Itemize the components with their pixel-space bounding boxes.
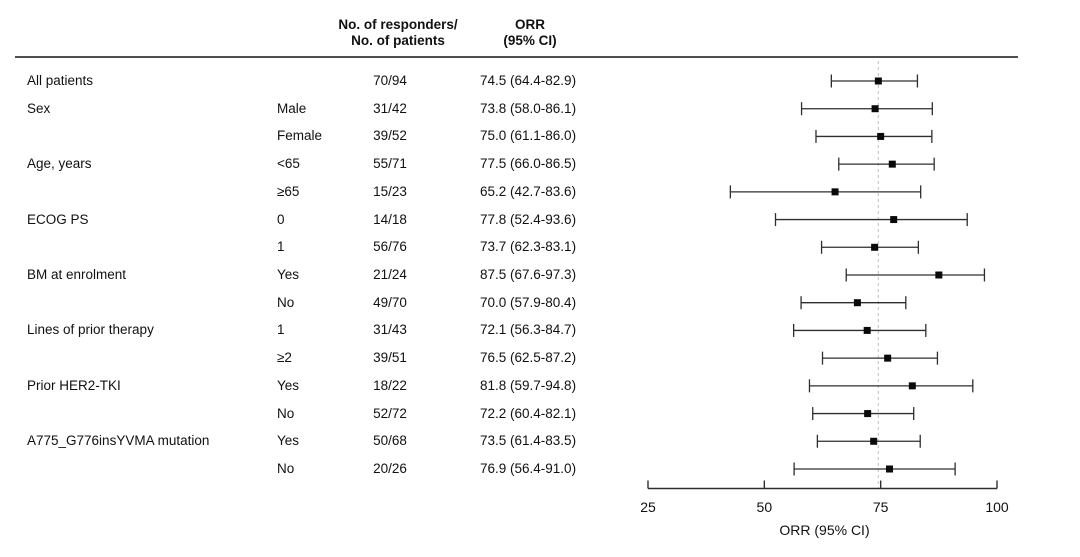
point-marker (853, 299, 861, 307)
point-marker (935, 271, 943, 279)
subgroup-label: Yes (277, 377, 300, 393)
orr-ci-value: 76.9 (56.4-91.0) (480, 460, 577, 476)
subgroup-label: ≥65 (277, 183, 300, 199)
x-axis-title: ORR (95% CI) (779, 522, 869, 538)
table-row: 1 56/76 73.7 (62.3-83.1) (0, 237, 640, 257)
n-count: 20/26 (373, 460, 407, 476)
group-label: All patients (27, 73, 94, 88)
table-row: No 52/72 72.2 (60.4-82.1) (0, 404, 640, 424)
orr-ci-value: 77.8 (52.4-93.6) (480, 211, 577, 227)
table-row: Age, years <65 55/71 77.5 (66.0-86.5) (0, 154, 640, 174)
subgroup-label: Female (277, 128, 323, 144)
point-marker (908, 382, 916, 390)
point-marker (871, 105, 879, 113)
orr-ci-value: 87.5 (67.6-97.3) (480, 266, 577, 282)
orr-ci-value: 73.8 (58.0-86.1) (480, 100, 577, 116)
table-row: Sex Male 31/42 73.8 (58.0-86.1) (0, 99, 640, 119)
n-count: 31/42 (373, 100, 407, 116)
subgroup-label: Yes (277, 433, 300, 449)
subgroup-label: <65 (277, 156, 300, 172)
table-row: Prior HER2-TKI Yes 18/22 81.8 (59.7-94.8) (0, 376, 640, 396)
point-marker (871, 243, 879, 251)
orr-ci-value: 72.2 (60.4-82.1) (480, 405, 577, 421)
n-count: 39/51 (373, 350, 407, 366)
point-marker (877, 132, 885, 140)
table-row: ECOG PS 0 14/18 77.8 (52.4-93.6) (0, 210, 640, 230)
subgroup-label: ≥2 (277, 350, 292, 366)
column-header-orr-line1: ORR (515, 17, 545, 32)
x-tick-label: 25 (640, 499, 656, 515)
orr-ci-value: 75.0 (61.1-86.0) (480, 128, 577, 144)
n-count: 31/43 (373, 322, 407, 338)
orr-ci-value: 74.5 (64.4-82.9) (480, 73, 577, 88)
n-count: 56/76 (373, 239, 407, 255)
x-tick-label: 50 (757, 499, 773, 515)
column-header-responders: No. of responders/No. of patients (298, 17, 498, 49)
orr-ci-value: 81.8 (59.7-94.8) (480, 377, 577, 393)
x-tick-label: 100 (985, 499, 1009, 515)
n-count: 49/70 (373, 294, 407, 310)
n-count: 15/23 (373, 183, 407, 199)
column-header-responders-line2: No. of patients (351, 33, 445, 48)
orr-ci-value: 76.5 (62.5-87.2) (480, 350, 577, 366)
subgroup-label: Yes (277, 266, 300, 282)
point-marker (863, 326, 871, 334)
n-count: 21/24 (373, 266, 407, 282)
column-header-orr: ORR (95% CI) (480, 17, 580, 49)
table-row: ≥2 39/51 76.5 (62.5-87.2) (0, 348, 640, 368)
group-label: BM at enrolment (27, 266, 127, 282)
n-count: 70/94 (373, 73, 407, 88)
n-count: 52/72 (373, 405, 407, 421)
group-label: Age, years (27, 156, 92, 172)
n-count: 18/22 (373, 377, 407, 393)
point-marker (888, 160, 896, 168)
point-marker (886, 465, 894, 473)
group-label: ECOG PS (27, 211, 89, 227)
orr-ci-value: 70.0 (57.9-80.4) (480, 294, 577, 310)
orr-ci-value: 65.2 (42.7-83.6) (480, 183, 577, 199)
point-marker (870, 437, 878, 445)
subgroup-label: 1 (277, 322, 285, 338)
orr-ci-value: 73.5 (61.4-83.5) (480, 433, 577, 449)
point-marker (884, 354, 892, 362)
point-marker (864, 410, 872, 418)
table-row: Lines of prior therapy 1 31/43 72.1 (56.3-8… (0, 320, 640, 340)
group-label: Prior HER2-TKI (27, 377, 121, 393)
table-row: ≥65 15/23 65.2 (42.7-83.6) (0, 182, 640, 202)
table-row: No 49/70 70.0 (57.9-80.4) (0, 293, 640, 313)
n-count: 50/68 (373, 433, 407, 449)
subgroup-label: No (277, 405, 295, 421)
point-marker (831, 188, 839, 196)
table-row: No 20/26 76.9 (56.4-91.0) (0, 459, 640, 479)
table-row: A775_G776insYVMA mutation Yes 50/68 73.5 (6… (0, 431, 640, 451)
orr-ci-value: 73.7 (62.3-83.1) (480, 239, 577, 255)
subgroup-label: Male (277, 100, 307, 116)
n-count: 55/71 (373, 156, 407, 172)
point-marker (890, 216, 898, 224)
column-header-responders-line1: No. of responders/ (338, 17, 458, 32)
subgroup-label: 1 (277, 239, 285, 255)
table-row: Female 39/52 75.0 (61.1-86.0) (0, 126, 640, 146)
column-header-orr-line2: (95% CI) (503, 33, 557, 48)
subgroup-label: No (277, 460, 295, 476)
header-divider-rule (15, 56, 1018, 58)
table-row: BM at enrolment Yes 21/24 87.5 (67.6-97.3) (0, 265, 640, 285)
table-row: All patients 70/94 74.5 (64.4-82.9) (0, 71, 640, 91)
orr-ci-value: 77.5 (66.0-86.5) (480, 156, 577, 172)
point-marker (874, 77, 882, 85)
group-label: Sex (27, 100, 51, 116)
x-tick-label: 75 (873, 499, 889, 515)
n-count: 39/52 (373, 128, 407, 144)
group-label: Lines of prior therapy (27, 322, 154, 338)
n-count: 14/18 (373, 211, 407, 227)
orr-ci-value: 72.1 (56.3-84.7) (480, 322, 577, 338)
subgroup-label: 0 (277, 211, 285, 227)
subgroup-label: No (277, 294, 295, 310)
group-label: A775_G776insYVMA mutation (27, 433, 210, 449)
